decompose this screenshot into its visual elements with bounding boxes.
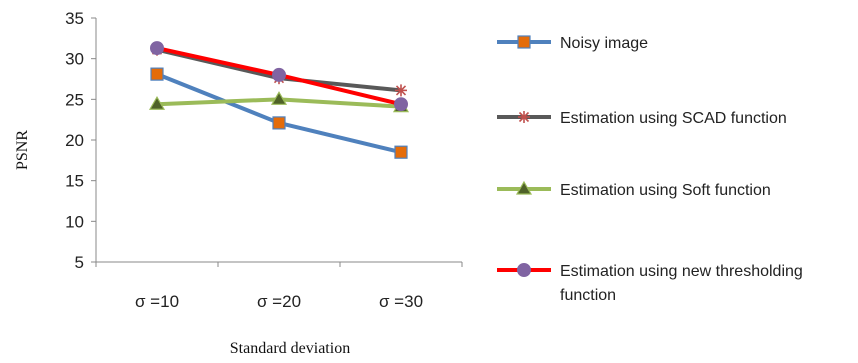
x-axis-title: Standard deviation [230, 340, 350, 357]
y-axis-title: PSNR [14, 130, 31, 170]
x-tick-label: σ =30 [379, 292, 423, 311]
x-tick-label: σ =10 [135, 292, 179, 311]
series-group [148, 41, 410, 159]
data-point [270, 91, 288, 105]
legend-marker [515, 180, 533, 195]
data-point [394, 97, 408, 112]
data-point [272, 67, 286, 82]
legend-item: Estimation using SCAD function [497, 110, 787, 127]
y-tick-label: 20 [65, 131, 84, 150]
legend-label: Noisy image [560, 35, 648, 52]
data-point [272, 116, 286, 130]
y-tick-label: 35 [65, 9, 84, 28]
data-point [394, 145, 408, 159]
data-point-stroke [395, 85, 407, 96]
legend-label: Estimation using new thresholding functio… [560, 263, 803, 304]
legend-item: Estimation using new thresholding functio… [497, 263, 803, 304]
legend-marker-stroke [518, 111, 530, 123]
legend-marker [517, 35, 531, 49]
legend-marker [517, 263, 531, 277]
y-tick-label: 30 [65, 50, 84, 69]
legend-item: Noisy image [497, 35, 648, 52]
y-tick-label: 10 [65, 212, 84, 231]
legend: Noisy image Estimation using SCAD functio… [497, 35, 803, 304]
legend-label: Estimation using SCAD function [560, 110, 787, 127]
x-axis: σ =10 σ =20 σ =30 [95, 261, 463, 311]
data-point [148, 96, 166, 110]
data-point [150, 41, 164, 56]
x-tick-label: σ =20 [257, 292, 301, 311]
y-tick-label: 5 [75, 253, 84, 272]
legend-marker [518, 111, 530, 123]
data-point [150, 67, 164, 81]
y-axis: 5 10 15 20 25 30 35 [65, 9, 97, 272]
legend-item: Estimation using Soft function [497, 180, 771, 199]
y-tick-label: 25 [65, 90, 84, 109]
series-1 [150, 67, 408, 159]
series-4 [150, 41, 408, 112]
y-tick-label: 15 [65, 172, 84, 191]
data-point [395, 84, 407, 97]
legend-label: Estimation using Soft function [560, 182, 771, 199]
